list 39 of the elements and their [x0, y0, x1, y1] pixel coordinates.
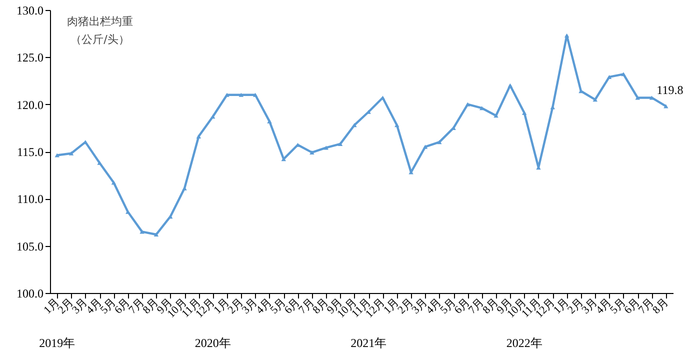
y-tick-label: 130.0 [16, 4, 44, 18]
point [68, 151, 74, 156]
point [564, 33, 570, 38]
data-label: 119.8 [656, 83, 684, 98]
point [437, 140, 442, 144]
point [508, 83, 513, 88]
y-tick-label: 110.0 [16, 192, 44, 206]
point [422, 144, 428, 149]
point [126, 210, 130, 214]
point [238, 92, 244, 97]
point [465, 102, 470, 106]
point [310, 150, 314, 154]
point [154, 232, 159, 237]
point [111, 180, 116, 185]
point [664, 104, 668, 108]
y-tick-label: 100.0 [16, 286, 44, 300]
point [394, 123, 400, 128]
point [252, 92, 258, 97]
point [338, 142, 343, 146]
text: 2019年 [39, 336, 76, 350]
text: 2020年 [194, 336, 231, 350]
point [196, 134, 202, 138]
y-tick-label: 125.0 [16, 50, 44, 65]
y-tick-label: 105.0 [16, 239, 44, 254]
point [480, 106, 484, 110]
point [324, 146, 328, 150]
point [224, 92, 230, 97]
point [635, 96, 640, 100]
point [522, 110, 527, 115]
y-tick-label: 120.0 [16, 98, 44, 112]
text: 2021年 [350, 336, 387, 350]
point [97, 160, 102, 165]
point [606, 74, 612, 80]
y-tick-label: 115.0 [16, 145, 44, 159]
point [267, 119, 272, 124]
y-axis-title: 肉猪出栏均重（公斤/头） [67, 15, 133, 46]
point [54, 153, 60, 158]
text: 2022年 [506, 336, 542, 350]
point [352, 123, 357, 128]
